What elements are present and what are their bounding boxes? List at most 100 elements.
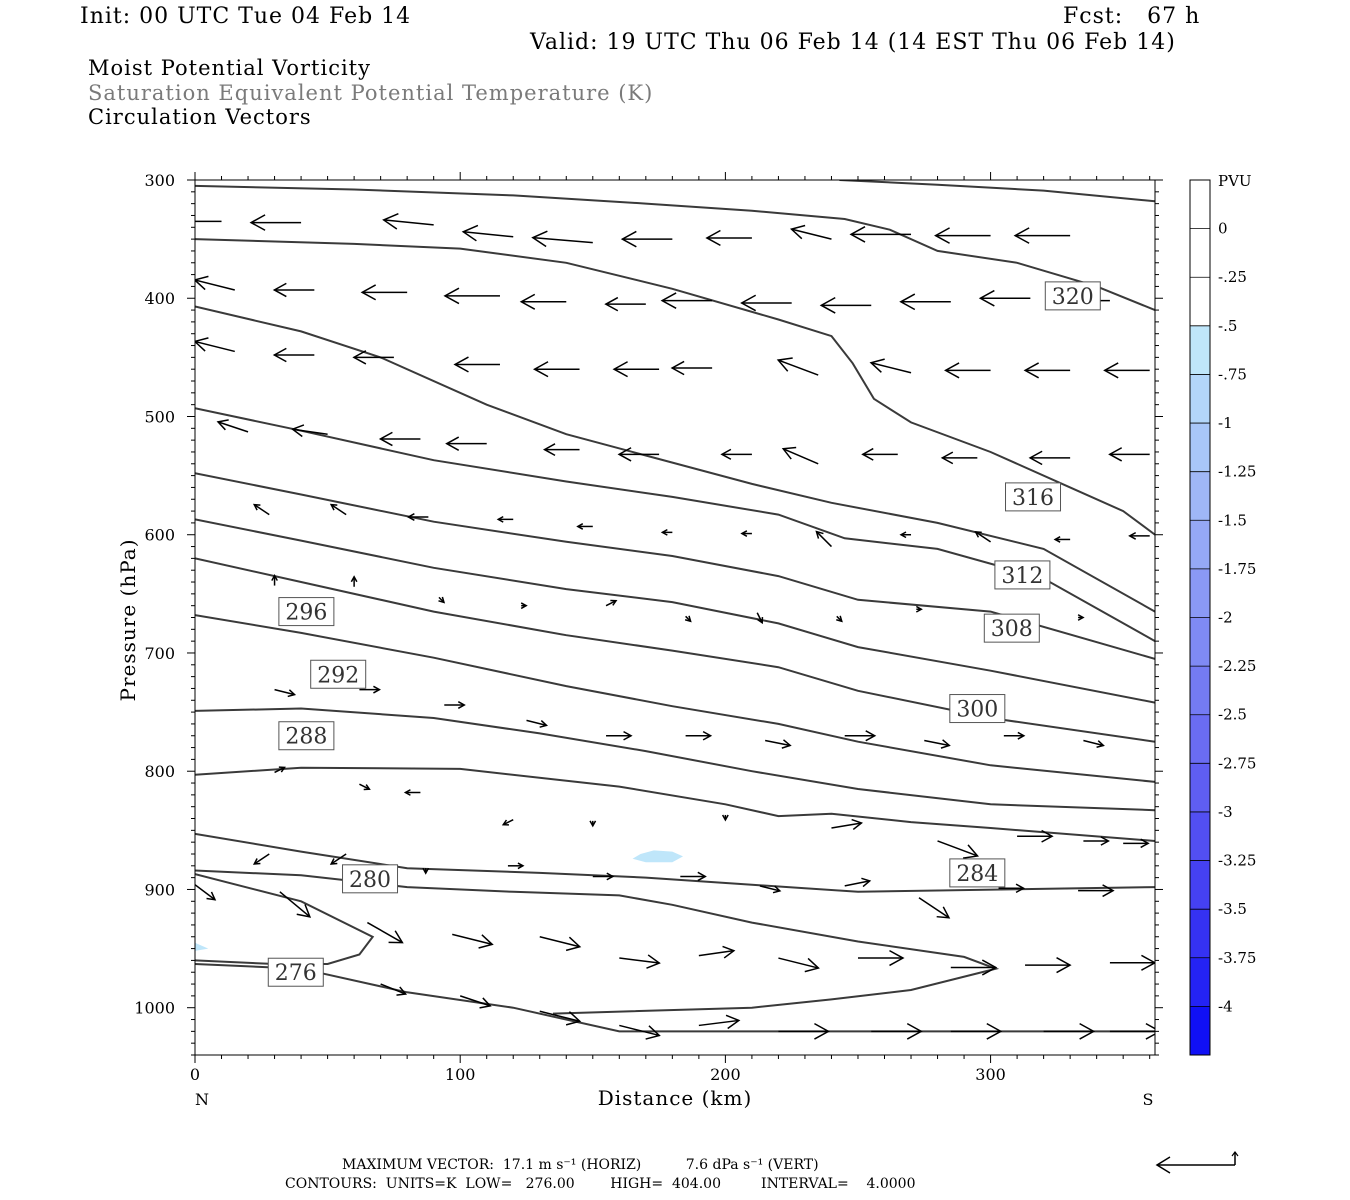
circulation-vector <box>759 885 782 894</box>
colorbar-label: 0 <box>1218 220 1228 238</box>
colorbar-label: -.5 <box>1218 317 1237 335</box>
colorbar-label: -2 <box>1218 609 1233 627</box>
circulation-vector <box>680 871 707 882</box>
vector-head <box>461 224 479 242</box>
vector-head <box>589 820 597 828</box>
vector-head <box>182 215 194 228</box>
vector-head <box>1015 883 1026 894</box>
vector-head <box>915 605 923 613</box>
vector-shaft <box>367 921 403 944</box>
circulation-vector <box>1013 227 1071 244</box>
theta-contour-276 <box>195 963 1155 1033</box>
circulation-vector <box>274 688 297 698</box>
vector-head <box>445 436 460 451</box>
vector-head <box>517 862 525 870</box>
vector-shaft <box>253 504 270 516</box>
circulation-vector <box>836 615 843 623</box>
contour-label-box <box>949 694 1006 724</box>
vector-shaft <box>975 531 991 543</box>
contour-label-text: 284 <box>956 862 998 887</box>
circulation-vector <box>1128 531 1150 540</box>
theta-contour-312 <box>195 305 1155 613</box>
vector-shaft <box>765 739 791 747</box>
circulation-vector <box>452 933 494 949</box>
circulation-vector <box>765 739 792 749</box>
y-tick-label: 300 <box>144 171 175 190</box>
vector-shaft <box>844 880 870 887</box>
vector-head <box>721 814 729 822</box>
vector-head <box>252 858 261 865</box>
circulation-vector <box>279 891 312 918</box>
circulation-vector <box>1109 1022 1155 1040</box>
circulation-vector <box>380 983 408 996</box>
vector-head <box>272 347 287 363</box>
vector-head <box>814 1022 830 1040</box>
colorbar-segment <box>1190 714 1210 764</box>
vector-shaft <box>459 995 491 1007</box>
vector-shaft <box>292 428 328 435</box>
circulation-vector <box>924 739 951 749</box>
circulation-vector <box>382 212 434 230</box>
vector-head <box>287 689 297 698</box>
vector-head <box>889 949 905 967</box>
vector-head <box>1023 362 1039 379</box>
vector-head <box>1096 740 1105 748</box>
x-tick-label: 300 <box>975 1065 1006 1084</box>
vector-head <box>836 615 843 623</box>
circulation-vector <box>539 936 582 952</box>
vector-shaft <box>217 421 249 433</box>
contour-label-text: 320 <box>1052 285 1094 310</box>
contour-label-box <box>342 864 399 894</box>
colorbar-label: -1.5 <box>1218 511 1247 529</box>
circulation-vector <box>195 337 235 353</box>
circulation-vector <box>612 361 660 378</box>
vector-head <box>722 945 736 959</box>
vector-head <box>457 701 466 709</box>
y-tick-label: 500 <box>144 407 175 426</box>
circulation-vector <box>698 945 736 959</box>
circulation-vector <box>359 783 371 791</box>
vector-head <box>271 574 278 581</box>
vector-head <box>1077 614 1085 621</box>
vector-head <box>1013 227 1030 244</box>
x-tick-label: 0 <box>190 1065 200 1084</box>
theta-contour-296 <box>195 557 1155 743</box>
valid-time: Valid: 19 UTC Thu 06 Feb 14 (14 EST Thu … <box>530 30 1176 55</box>
vector-head <box>1041 829 1054 843</box>
circulation-vector <box>776 357 819 376</box>
vector-head <box>520 602 528 610</box>
circulation-vector <box>526 719 549 728</box>
circulation-vector <box>274 766 286 774</box>
circulation-vector <box>756 612 764 625</box>
vector-head <box>278 766 286 773</box>
circulation-vector <box>978 289 1031 307</box>
vector-head <box>899 293 916 311</box>
vector-head <box>684 615 692 623</box>
circulation-vector <box>252 503 270 516</box>
circulation-vector <box>329 503 347 516</box>
vector-shaft <box>539 1010 580 1022</box>
vector-head <box>861 447 874 461</box>
colorbar-label: -3.75 <box>1218 949 1256 967</box>
circulation-vector <box>360 284 408 301</box>
circulation-vector <box>721 814 729 822</box>
vector-head <box>1100 836 1110 846</box>
colorbar-label: -2.5 <box>1218 706 1247 724</box>
vector-shaft <box>532 236 593 244</box>
vector-head <box>861 877 872 888</box>
circulation-vector <box>443 287 500 305</box>
theta-contour-284 <box>195 766 1155 842</box>
contour-label-308: 308 <box>983 613 1040 643</box>
circulation-vector <box>844 730 877 742</box>
vector-head <box>612 361 628 378</box>
contour-label-text: 292 <box>317 663 359 688</box>
colorbar-segment <box>1190 568 1210 618</box>
colorbar-segment <box>1190 374 1210 424</box>
circulation-vector <box>950 1022 1003 1040</box>
vector-shaft <box>778 957 819 969</box>
vector-shaft <box>463 231 514 238</box>
circulation-vector <box>403 789 421 796</box>
colorbar-label: -.75 <box>1218 365 1247 383</box>
vector-head <box>438 596 446 604</box>
circulation-vector <box>740 530 752 537</box>
